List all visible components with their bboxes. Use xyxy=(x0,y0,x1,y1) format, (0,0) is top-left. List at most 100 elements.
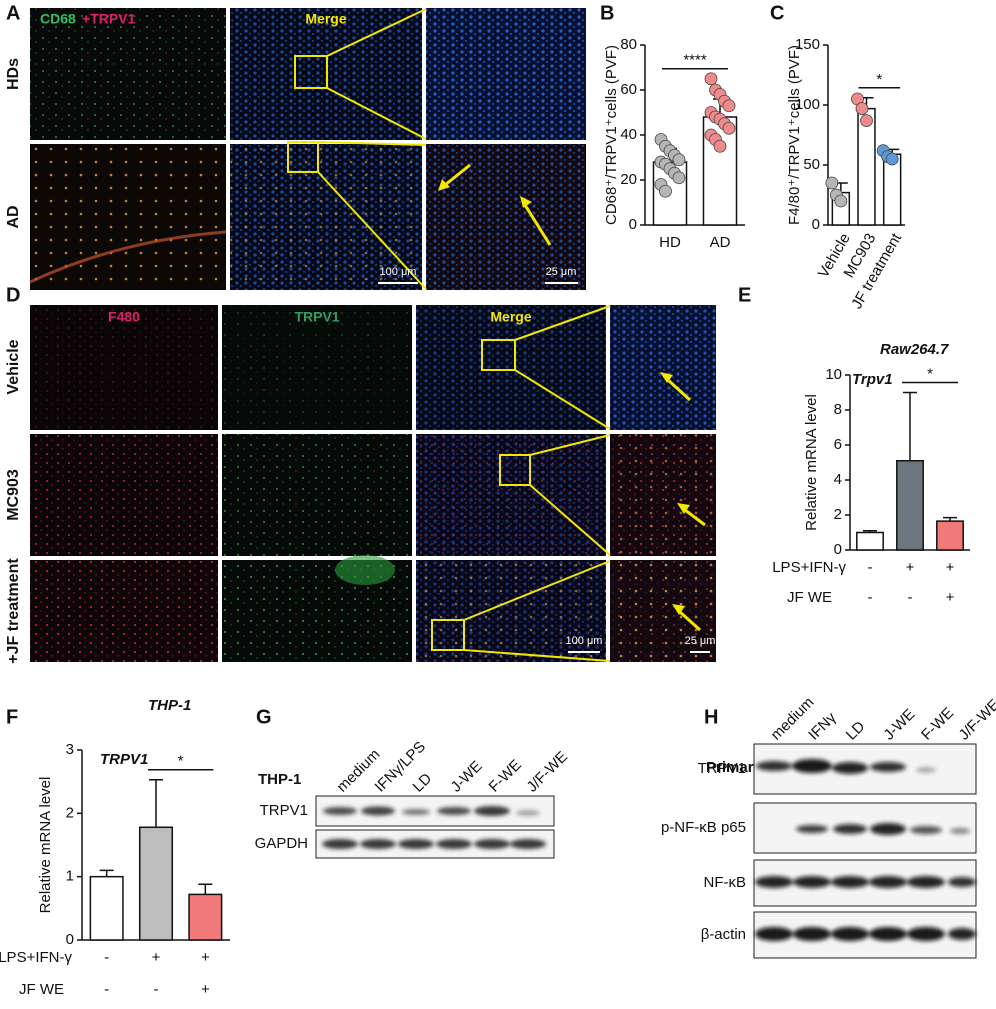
panel-label: B xyxy=(600,2,614,24)
data-point xyxy=(713,139,727,153)
panel-d-images xyxy=(30,305,716,662)
error-bar xyxy=(903,391,917,461)
error-bar xyxy=(863,530,877,533)
data-point xyxy=(672,171,686,185)
lane-label: IFNγ xyxy=(805,709,840,744)
data-point xyxy=(704,72,718,86)
y-tick-label: 60 xyxy=(620,81,637,98)
condition-mark: + xyxy=(201,949,210,966)
chart-title: THP-1 xyxy=(148,697,191,714)
y-tick-label: 1 xyxy=(66,868,74,885)
band-label: GAPDH xyxy=(255,835,308,852)
error-bar xyxy=(943,516,957,522)
scale-bar-label: 25 μm xyxy=(685,635,716,647)
scale-bar-label: 25 μm xyxy=(546,266,577,278)
condition-mark: + xyxy=(201,981,210,998)
scale-bar-label: 100 μm xyxy=(380,266,417,278)
row-label: AD xyxy=(5,205,22,228)
condition-mark: - xyxy=(908,589,913,606)
y-axis-label: CD68⁺/TRPV1⁺cells (PVF) xyxy=(603,45,620,225)
chart-title: Raw264.7 xyxy=(880,341,949,358)
y-tick-label: 0 xyxy=(834,541,842,558)
y-tick-label: 80 xyxy=(620,36,637,53)
bar xyxy=(856,531,884,551)
condition-label: JF WE xyxy=(787,589,832,606)
lane-label: J-WE xyxy=(448,758,486,796)
gene-label: Trpv1 xyxy=(852,371,893,388)
column-label: TRPV1 xyxy=(294,309,339,325)
cell-line: THP-1 xyxy=(258,771,301,788)
y-tick-label: 10 xyxy=(825,366,842,383)
error-bar xyxy=(198,883,213,895)
panel-label: C xyxy=(770,2,784,24)
lane-label: F-WE xyxy=(918,705,957,744)
error-bar xyxy=(99,869,114,877)
data-point xyxy=(825,176,839,190)
condition-mark: - xyxy=(154,981,159,998)
bar xyxy=(896,460,924,551)
y-tick-label: 40 xyxy=(620,126,637,143)
condition-mark: + xyxy=(152,949,161,966)
y-tick-label: 2 xyxy=(834,506,842,523)
column-label: Merge xyxy=(490,309,531,325)
y-tick-label: 8 xyxy=(834,401,842,418)
panel-label: A xyxy=(6,2,20,24)
lane-label: LD xyxy=(843,718,869,744)
panel-label: F xyxy=(6,706,18,728)
data-point xyxy=(672,153,686,167)
data-point xyxy=(860,114,873,127)
bar xyxy=(188,893,223,941)
lane-label: J/F-WE xyxy=(956,696,996,743)
y-tick-label: 50 xyxy=(803,156,820,173)
bar xyxy=(138,826,174,941)
panel-label: G xyxy=(256,706,272,728)
stain-label: +TRPV1 xyxy=(82,11,136,27)
y-tick-label: 100 xyxy=(795,96,820,113)
data-point xyxy=(722,99,736,113)
condition-mark: - xyxy=(868,559,873,576)
y-tick-label: 2 xyxy=(66,804,74,821)
lane-label: J/F-WE xyxy=(524,748,571,795)
panel-label: H xyxy=(704,706,718,728)
error-bar xyxy=(149,779,163,828)
row-label: MC903 xyxy=(5,469,22,521)
band-label: TRPV1 xyxy=(698,760,746,777)
y-tick-label: 0 xyxy=(812,216,820,233)
condition-mark: - xyxy=(104,981,109,998)
stain-label: CD68 xyxy=(40,11,76,27)
significance-label: * xyxy=(178,753,184,770)
blot-g xyxy=(315,795,555,859)
band-label: TRPV1 xyxy=(260,802,308,819)
panel-label: D xyxy=(6,284,20,306)
condition-mark: - xyxy=(104,949,109,966)
blot-h xyxy=(753,743,977,959)
condition-mark: - xyxy=(868,589,873,606)
data-point xyxy=(834,194,848,208)
significance-label: * xyxy=(876,71,882,88)
panel-a-images xyxy=(29,8,586,290)
significance-label: **** xyxy=(683,52,707,69)
gene-label: TRPV1 xyxy=(100,751,148,768)
y-tick-label: 4 xyxy=(834,471,842,488)
y-tick-label: 6 xyxy=(834,436,842,453)
condition-label: LPS+IFN-γ xyxy=(772,559,846,576)
y-tick-label: 20 xyxy=(620,171,637,188)
y-tick-label: 0 xyxy=(66,931,74,948)
x-tick-label: AD xyxy=(710,234,731,251)
row-label: Vehicle xyxy=(5,339,22,394)
band-label: NF-κB xyxy=(704,874,747,891)
column-label: F480 xyxy=(108,309,140,325)
y-tick-label: 3 xyxy=(66,741,74,758)
condition-label: LPS+IFN-γ xyxy=(0,949,72,966)
bar xyxy=(89,875,124,941)
condition-mark: + xyxy=(946,559,955,576)
bar xyxy=(936,520,964,551)
lane-label: LD xyxy=(410,770,436,796)
y-axis-label: F4/80⁺/TRPV1⁺cells (PVF) xyxy=(786,45,803,225)
data-point xyxy=(885,152,899,166)
y-tick-label: 150 xyxy=(795,36,820,53)
significance-label: * xyxy=(927,365,933,382)
y-axis-label: Relative mRNA level xyxy=(37,777,54,914)
data-point xyxy=(855,102,869,115)
condition-mark: + xyxy=(906,559,915,576)
